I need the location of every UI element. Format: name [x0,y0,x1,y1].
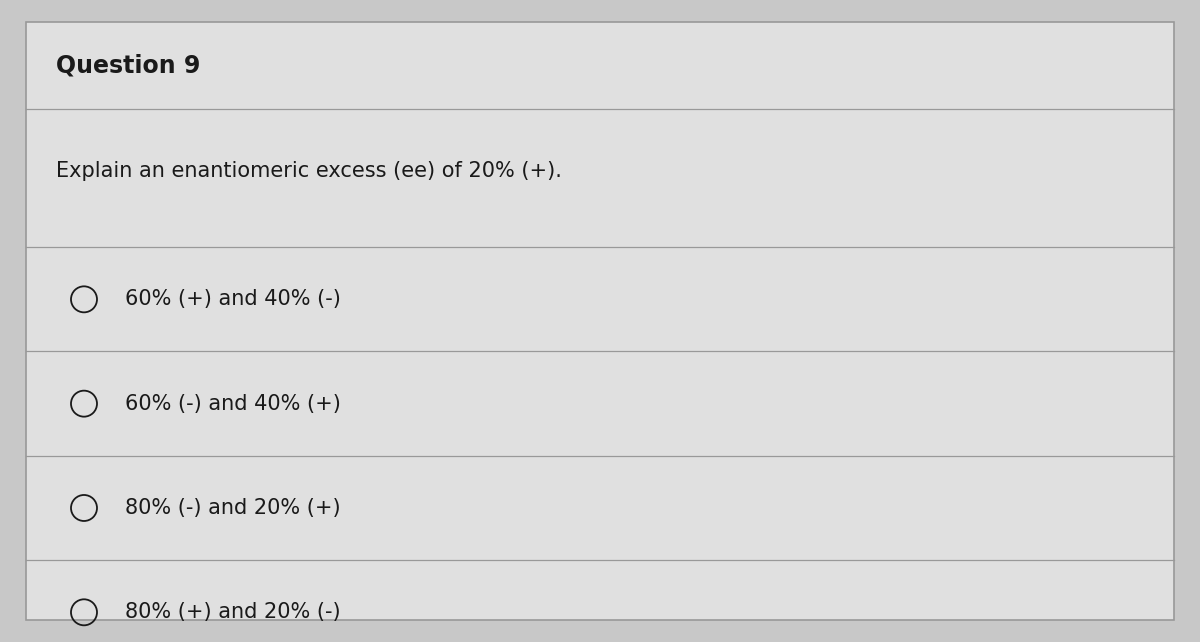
Text: 60% (-) and 40% (+): 60% (-) and 40% (+) [125,394,341,413]
Text: 80% (+) and 20% (-): 80% (+) and 20% (-) [125,602,341,622]
Text: 60% (+) and 40% (-): 60% (+) and 40% (-) [125,290,341,309]
Text: Explain an enantiomeric excess (ee) of 20% (+).: Explain an enantiomeric excess (ee) of 2… [56,161,563,181]
Text: 80% (-) and 20% (+): 80% (-) and 20% (+) [125,498,341,518]
Text: Question 9: Question 9 [56,54,200,78]
